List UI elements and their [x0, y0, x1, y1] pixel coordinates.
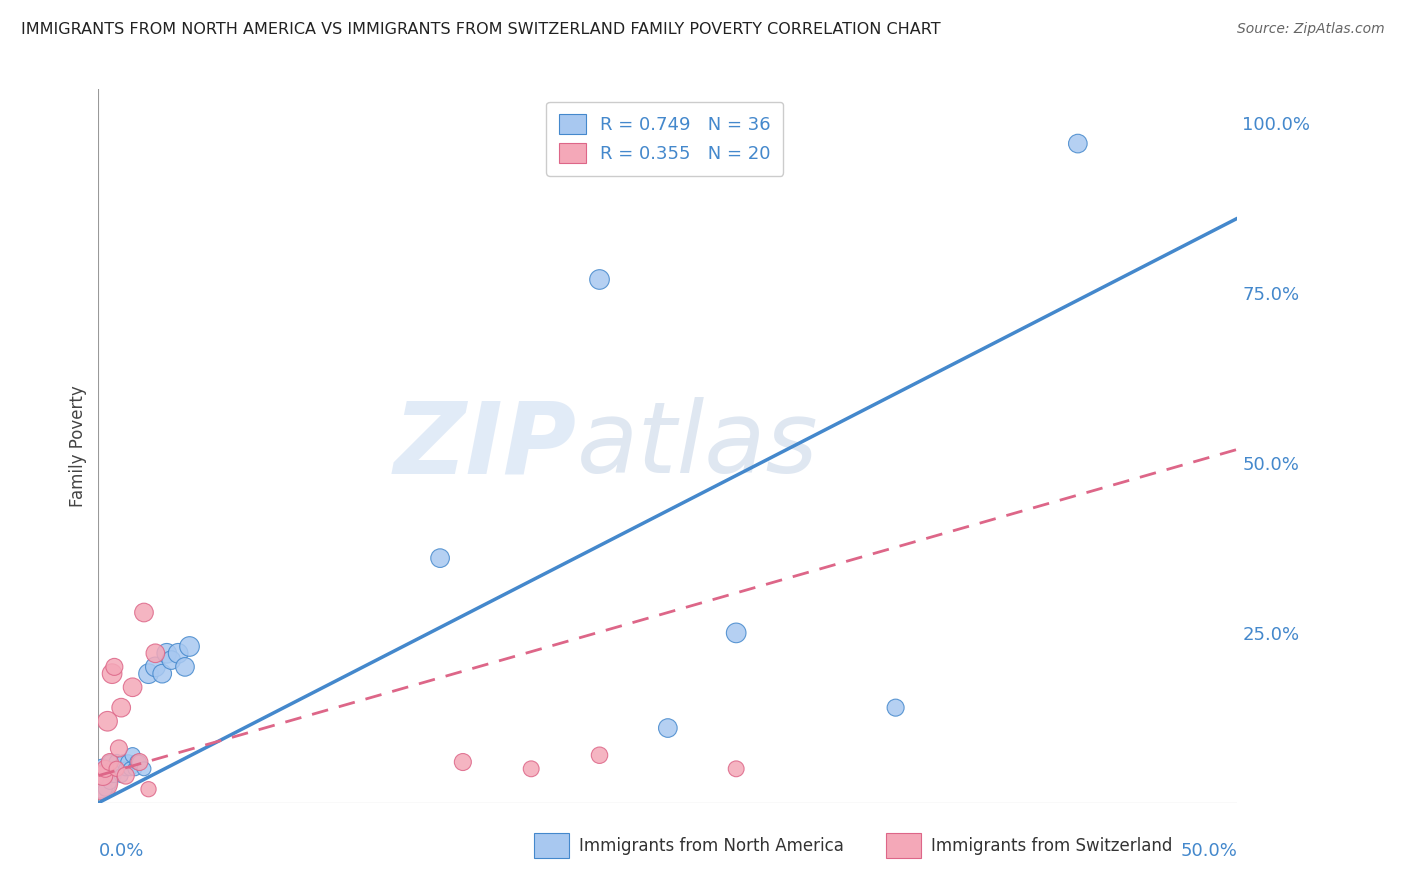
Point — [145, 646, 167, 660]
Point — [451, 755, 474, 769]
Point — [96, 762, 118, 776]
Point — [101, 762, 124, 776]
Text: Immigrants from Switzerland: Immigrants from Switzerland — [931, 837, 1173, 855]
Point — [91, 769, 114, 783]
Point — [112, 755, 135, 769]
Point — [657, 721, 679, 735]
Point — [110, 769, 132, 783]
Point — [103, 769, 125, 783]
Text: IMMIGRANTS FROM NORTH AMERICA VS IMMIGRANTS FROM SWITZERLAND FAMILY POVERTY CORR: IMMIGRANTS FROM NORTH AMERICA VS IMMIGRA… — [21, 22, 941, 37]
Point — [121, 680, 143, 694]
Point — [96, 714, 118, 729]
Point — [132, 606, 155, 620]
FancyBboxPatch shape — [886, 833, 921, 858]
Point — [150, 666, 173, 681]
Point — [103, 660, 125, 674]
Point — [138, 782, 160, 797]
Point — [108, 762, 131, 776]
Point — [128, 755, 150, 769]
Point — [145, 660, 167, 674]
Point — [429, 551, 451, 566]
Point — [110, 700, 132, 714]
Point — [884, 700, 907, 714]
Point — [725, 626, 748, 640]
Point — [94, 762, 117, 776]
Point — [101, 769, 124, 783]
Point — [94, 769, 117, 783]
Point — [98, 775, 121, 789]
Y-axis label: Family Poverty: Family Poverty — [69, 385, 87, 507]
Point — [90, 775, 112, 789]
Legend: R = 0.749   N = 36, R = 0.355   N = 20: R = 0.749 N = 36, R = 0.355 N = 20 — [546, 102, 783, 176]
Text: 50.0%: 50.0% — [1181, 842, 1237, 860]
Point — [90, 775, 112, 789]
Point — [117, 755, 139, 769]
Point — [132, 762, 155, 776]
Point — [167, 646, 190, 660]
Point — [98, 755, 121, 769]
Point — [101, 666, 124, 681]
Point — [105, 755, 128, 769]
Point — [94, 782, 117, 797]
Text: atlas: atlas — [576, 398, 818, 494]
Point — [588, 272, 610, 286]
Point — [725, 762, 748, 776]
Point — [179, 640, 201, 654]
Point — [127, 755, 149, 769]
Point — [114, 762, 136, 776]
Point — [138, 666, 160, 681]
Point — [108, 741, 131, 756]
Point — [121, 748, 143, 763]
Point — [160, 653, 183, 667]
Text: 0.0%: 0.0% — [98, 842, 143, 860]
Text: ZIP: ZIP — [394, 398, 576, 494]
Point — [98, 755, 121, 769]
Point — [520, 762, 543, 776]
Point — [120, 762, 142, 776]
Point — [128, 755, 150, 769]
Point — [114, 769, 136, 783]
Point — [124, 762, 146, 776]
Text: Immigrants from North America: Immigrants from North America — [579, 837, 844, 855]
Text: Source: ZipAtlas.com: Source: ZipAtlas.com — [1237, 22, 1385, 37]
FancyBboxPatch shape — [534, 833, 569, 858]
Point — [105, 762, 128, 776]
Point — [1067, 136, 1090, 151]
Point — [156, 646, 179, 660]
Point — [588, 748, 610, 763]
Point — [174, 660, 197, 674]
Point — [91, 762, 114, 776]
